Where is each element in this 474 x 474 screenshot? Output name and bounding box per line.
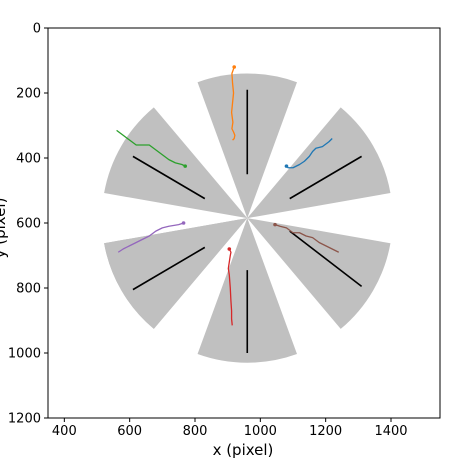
trajectory-start-point-6	[227, 247, 232, 251]
stripe-2	[289, 155, 363, 200]
y-tick-label-800: 800	[16, 282, 41, 297]
stripe-5	[132, 246, 206, 291]
sector-7	[104, 218, 248, 329]
trajectory-start-point-5	[273, 222, 277, 227]
x-tick-label-1000: 1000	[244, 424, 277, 439]
trajectory-line-2	[286, 138, 333, 169]
x-tick-label-400: 400	[52, 424, 77, 439]
x-tick-label-600: 600	[117, 424, 142, 439]
y-tick-label-0: 0	[33, 22, 41, 37]
trajectory-line-1	[230, 66, 236, 141]
y-tick-label-1000: 1000	[8, 347, 41, 362]
y-tick-label-600: 600	[16, 217, 41, 232]
y-axis-label: y (pixel)	[0, 198, 9, 259]
y-tick-label-200: 200	[16, 87, 41, 102]
y-tick-label-400: 400	[16, 152, 41, 167]
x-tick-label-1400: 1400	[374, 424, 407, 439]
sector-3	[247, 218, 391, 329]
trajectory-line-3	[116, 129, 186, 167]
trajectory-line-6	[227, 248, 233, 326]
plot-area	[104, 65, 391, 363]
trajectory-start-point-3	[183, 164, 187, 168]
trajectory-start-point-2	[284, 164, 289, 168]
x-tick-label-1200: 1200	[309, 424, 342, 439]
stripe-3	[289, 230, 363, 288]
y-tick-label-1200: 1200	[8, 412, 41, 427]
trajectory-line-4	[117, 222, 184, 253]
x-tick-label-800: 800	[183, 424, 208, 439]
x-axis-label: x (pixel)	[213, 441, 274, 459]
axes: 400 600 800 1000 1200 1400 0 200 400 600 800 1000 12…	[8, 22, 441, 439]
plot-content	[104, 65, 391, 363]
trajectory-line-5	[274, 224, 340, 253]
sector-2	[247, 107, 391, 219]
trajectory-start-point-1	[232, 65, 236, 69]
trajectory-start-point-4	[181, 221, 186, 225]
stripe-6	[132, 155, 206, 200]
